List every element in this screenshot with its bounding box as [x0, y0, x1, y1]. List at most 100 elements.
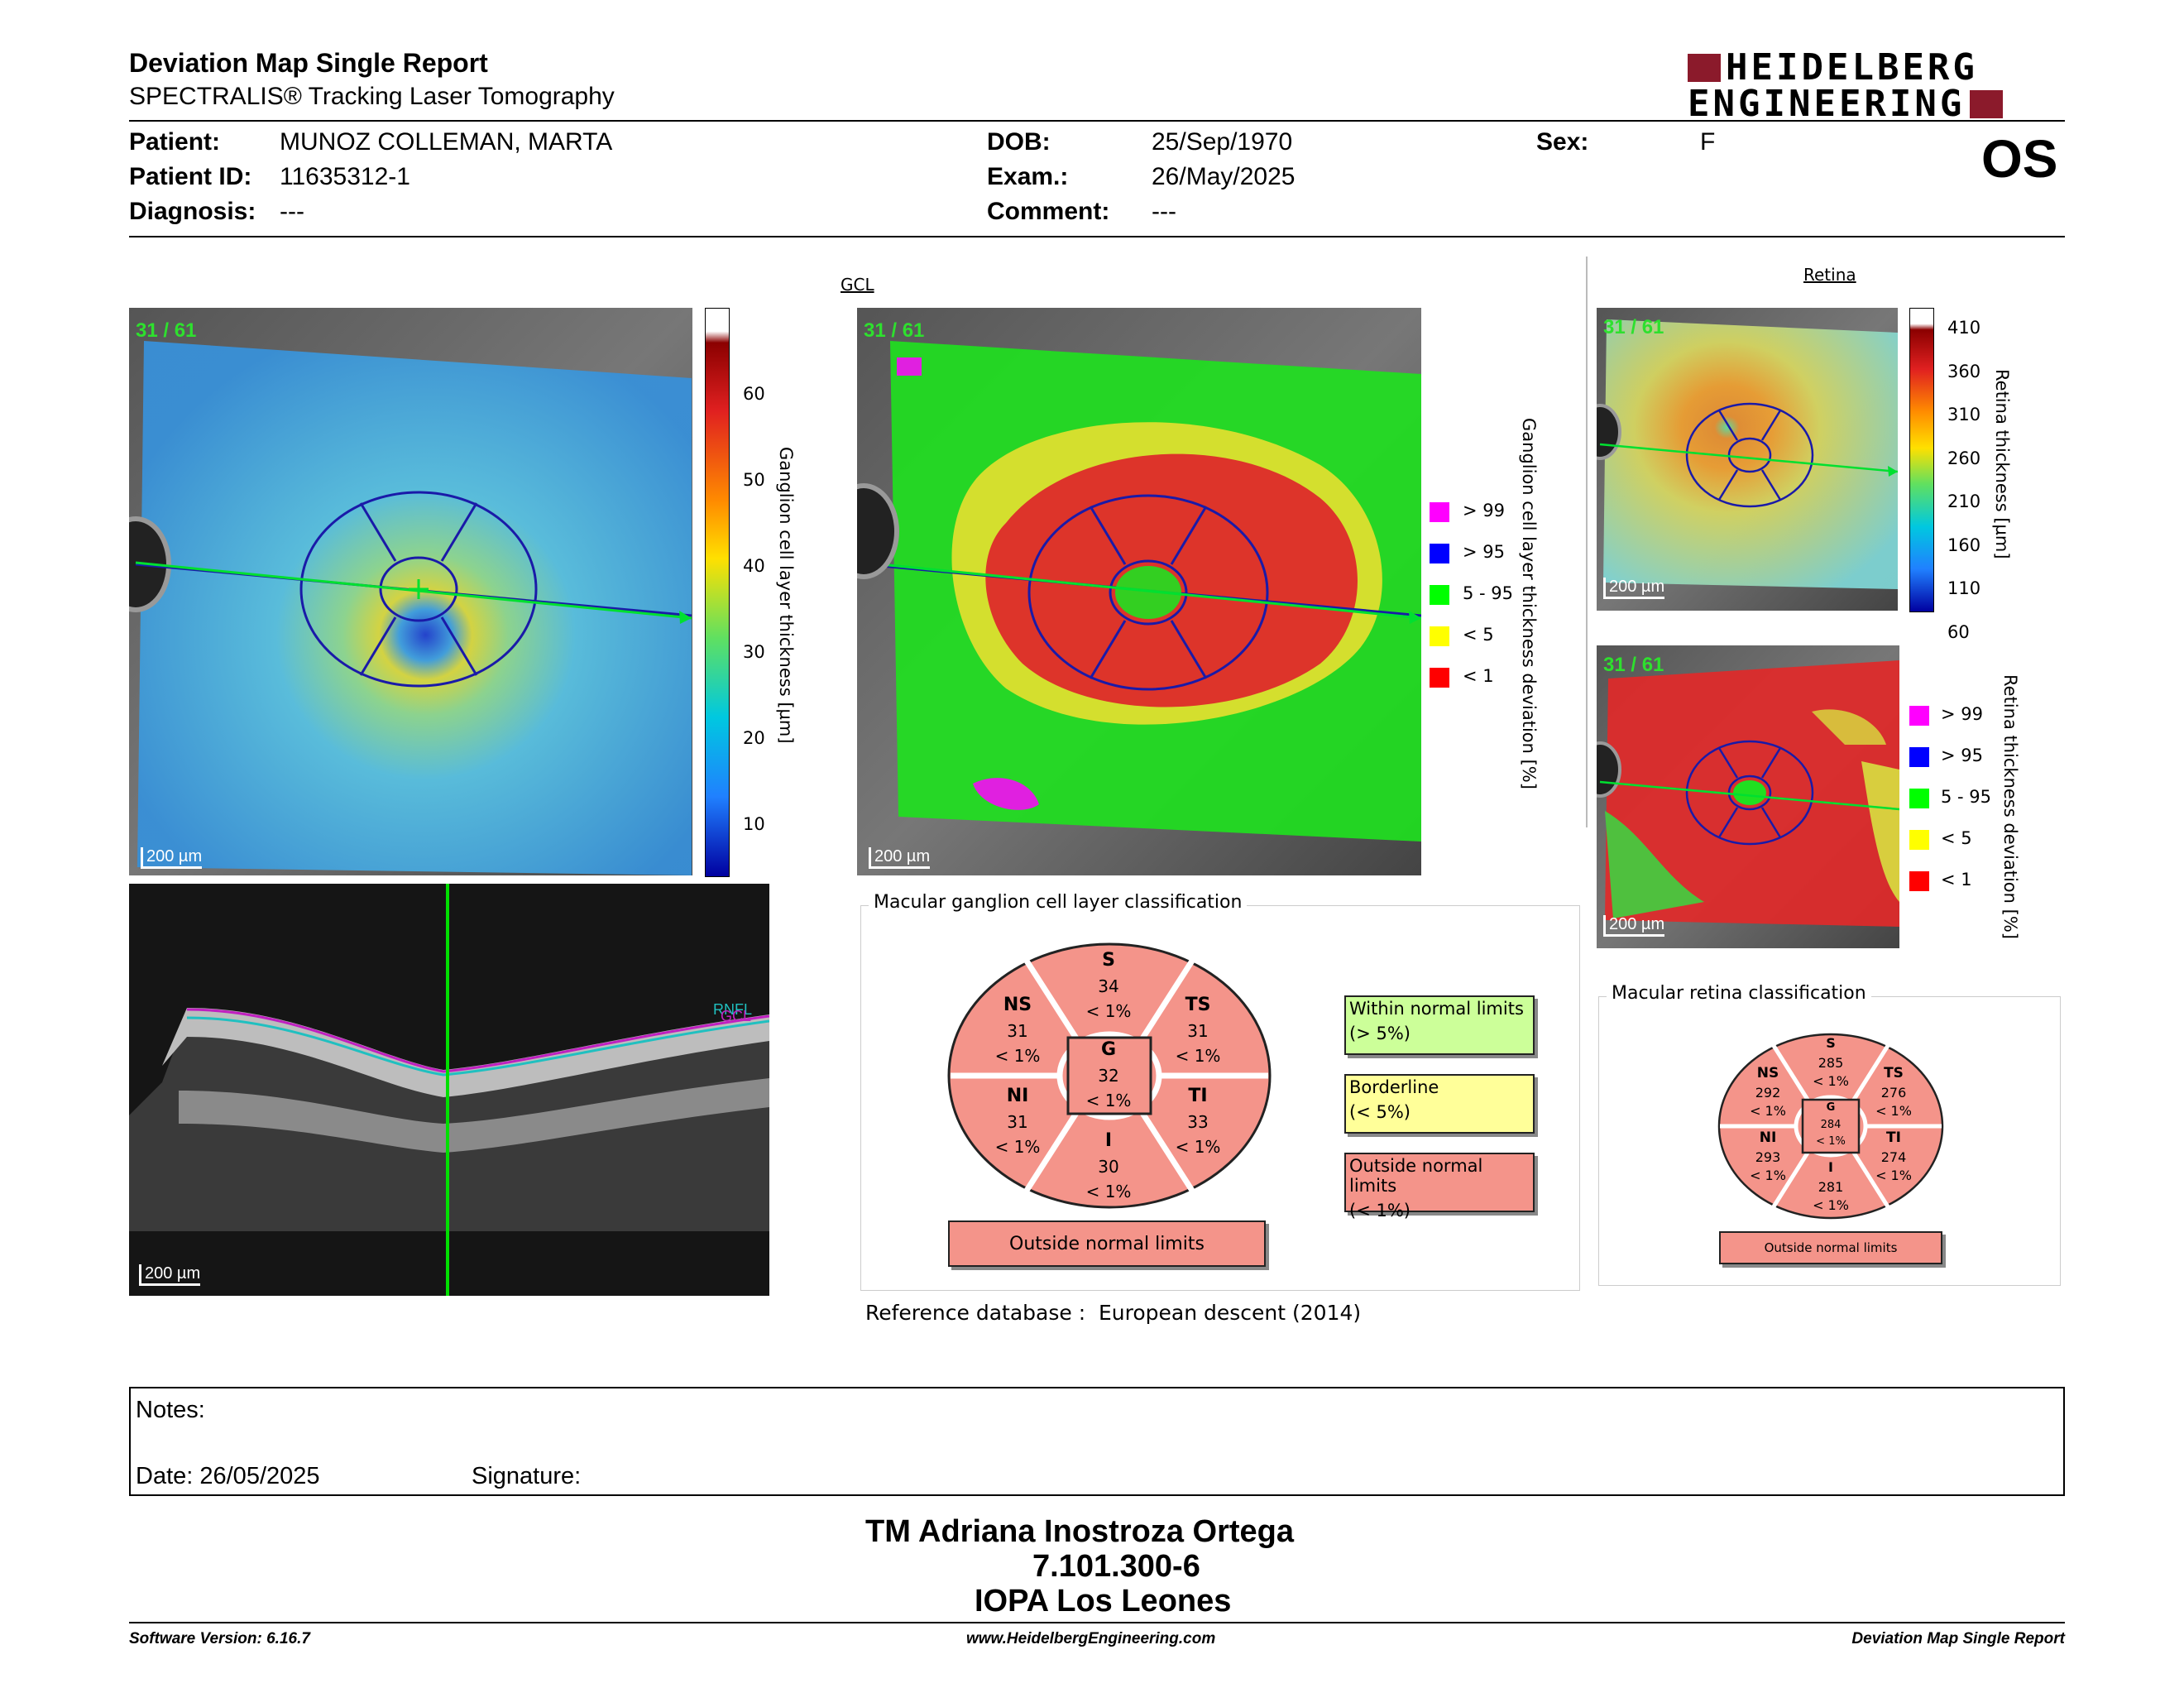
legend-label-gt95: > 95	[1463, 542, 1505, 562]
patient-name: MUNOZ COLLEMAN, MARTA	[280, 128, 613, 156]
scale-bar: 200 µm	[869, 847, 931, 869]
retina-thickness-axis-label: Retina thickness [µm]	[1992, 369, 2012, 559]
retina-classification-title: Macular retina classification	[1607, 983, 1871, 1004]
ret-sector-g-name: G	[1826, 1101, 1836, 1114]
gcl-sector-ns-name: NS	[1003, 995, 1032, 1015]
ret-sector-i-pct: < 1%	[1813, 1197, 1849, 1213]
retina-thickness-ticks: 410 360 310 260 210 160 110 60	[1947, 306, 1980, 654]
scale-bar: 200 µm	[1603, 578, 1665, 599]
report-subtitle: SPECTRALIS® Tracking Laser Tomography	[129, 83, 615, 110]
signatory-org: IOPA Los Leones	[975, 1584, 1232, 1618]
patient-id: 11635312-1	[280, 163, 410, 190]
gcl-sector-g-name: G	[1100, 1039, 1117, 1060]
ret-sector-ns-name: NS	[1756, 1065, 1779, 1081]
gcl-classification-result: Outside normal limits	[948, 1220, 1266, 1267]
gcl-sector-ti-value: 33	[1187, 1112, 1209, 1132]
patient-label: Patient:	[129, 128, 221, 156]
legend-swatch-5-95	[1430, 585, 1449, 605]
legend-within-sub: (> 5%)	[1349, 1024, 1410, 1043]
date-label: Date: 26/05/2025	[136, 1463, 320, 1489]
ret-sector-s-pct: < 1%	[1813, 1073, 1849, 1089]
ret-sector-ts-value: 276	[1880, 1085, 1907, 1101]
scan-fraction: 31 / 61	[136, 319, 197, 342]
report-title: Deviation Map Single Report	[129, 48, 488, 78]
legend-label-5-95: 5 - 95	[1941, 787, 1992, 807]
legend-outside-normal: Outside normal limits (< 1%)	[1344, 1153, 1535, 1220]
ret-sector-s-name: S	[1826, 1035, 1836, 1051]
ret-sector-ni-pct: < 1%	[1750, 1168, 1786, 1183]
legend-borderline: Borderline (< 5%)	[1344, 1074, 1535, 1134]
gcl-sector-ns-value: 31	[1007, 1021, 1028, 1041]
exam-label: Exam.:	[987, 163, 1069, 190]
ret-sector-ts-name: TS	[1884, 1065, 1904, 1081]
ret-sector-s-value: 285	[1818, 1055, 1844, 1071]
signatory-id: 7.101.300-6	[1032, 1549, 1200, 1584]
dob-value: 25/Sep/1970	[1152, 128, 1293, 156]
ret-sector-ni-value: 293	[1755, 1149, 1781, 1165]
legend-swatch-lt5	[1430, 626, 1449, 646]
legend-label-gt99: > 99	[1941, 704, 1983, 724]
legend-outside-label: Outside normal limits	[1349, 1156, 1483, 1196]
gcl-thickness-colorbar	[705, 308, 730, 877]
legend-within-normal: Within normal limits (> 5%)	[1344, 995, 1535, 1055]
legend-swatch-lt1	[1430, 668, 1449, 688]
tick-label: 40	[743, 556, 765, 576]
gcl-sector-s-name: S	[1102, 950, 1115, 971]
legend-swatch-lt5	[1909, 830, 1929, 850]
column-divider	[1586, 257, 1588, 827]
gcl-sector-ns-pct: < 1%	[994, 1046, 1041, 1066]
gcl-sector-g-value: 32	[1098, 1066, 1119, 1086]
tick-label: 360	[1947, 361, 1981, 381]
brand-logo-line2: ENGINEERING	[1688, 83, 2004, 125]
legend-label-5-95: 5 - 95	[1463, 583, 1514, 603]
gcl-sector-ti-pct: < 1%	[1175, 1137, 1221, 1157]
gcl-sector-g-pct: < 1%	[1085, 1091, 1132, 1110]
oct-bscan: RNFL GCL 200 µm	[129, 884, 770, 1296]
tick-label: 260	[1947, 448, 1981, 468]
ret-sector-ns-value: 292	[1755, 1085, 1781, 1101]
legend-label-lt5: < 5	[1463, 625, 1494, 645]
tick-label: 30	[743, 642, 765, 662]
comment-value: ---	[1152, 198, 1176, 225]
notes-box	[129, 1387, 2065, 1496]
legend-swatch-gt99	[1909, 706, 1929, 726]
footer-report-name: Deviation Map Single Report	[1851, 1630, 2065, 1647]
gcl-sector-ts-pct: < 1%	[1175, 1046, 1221, 1066]
legend-border-label: Borderline	[1349, 1077, 1439, 1097]
ret-sector-i-name: I	[1828, 1159, 1833, 1175]
ret-sector-i-value: 281	[1818, 1179, 1844, 1195]
legend-label-gt95: > 95	[1941, 746, 1983, 765]
retina-thickness-colorbar	[1909, 308, 1934, 612]
gcl-sector-i-pct: < 1%	[1085, 1182, 1132, 1201]
gcl-sector-ni-pct: < 1%	[994, 1137, 1041, 1157]
footer-rule	[129, 1622, 2065, 1623]
notes-label: Notes:	[136, 1397, 205, 1423]
diagnosis-value: ---	[280, 198, 304, 225]
header-rule	[129, 120, 2065, 122]
legend-label-gt99: > 99	[1463, 501, 1505, 520]
legend-within-label: Within normal limits	[1349, 999, 1524, 1019]
legend-swatch-gt99	[1430, 502, 1449, 522]
gcl-sector-ts-name: TS	[1185, 995, 1211, 1015]
gcl-sector-s-value: 34	[1098, 976, 1119, 996]
reference-database: Reference database : European descent (2…	[865, 1301, 1362, 1325]
retina-section-title: Retina	[1803, 265, 1856, 285]
legend-swatch-5-95	[1909, 789, 1929, 808]
gcl-sector-i-value: 30	[1098, 1157, 1119, 1177]
brand-logo: HEIDELBERG	[1688, 46, 1978, 89]
layer-label-gcl: GCL	[721, 1008, 752, 1024]
legend-outside-sub: (< 1%)	[1349, 1201, 1410, 1220]
ret-sector-ti-name: TI	[1886, 1129, 1901, 1146]
ret-sector-ti-pct: < 1%	[1875, 1168, 1912, 1183]
dob-label: DOB:	[987, 128, 1051, 156]
legend-label-lt1: < 1	[1941, 870, 1972, 890]
patient-id-label: Patient ID:	[129, 163, 252, 190]
ret-sector-g-value: 284	[1820, 1119, 1842, 1131]
comment-label: Comment:	[987, 198, 1110, 225]
legend-swatch-gt95	[1909, 747, 1929, 767]
ret-sector-ns-pct: < 1%	[1750, 1103, 1786, 1119]
signatory-name: TM Adriana Inostroza Ortega	[865, 1514, 1294, 1549]
gcl-sector-i-name: I	[1104, 1130, 1113, 1151]
retina-deviation-axis-label: Retina thickness deviation [%]	[2000, 674, 2020, 939]
diagnosis-label: Diagnosis:	[129, 198, 256, 225]
